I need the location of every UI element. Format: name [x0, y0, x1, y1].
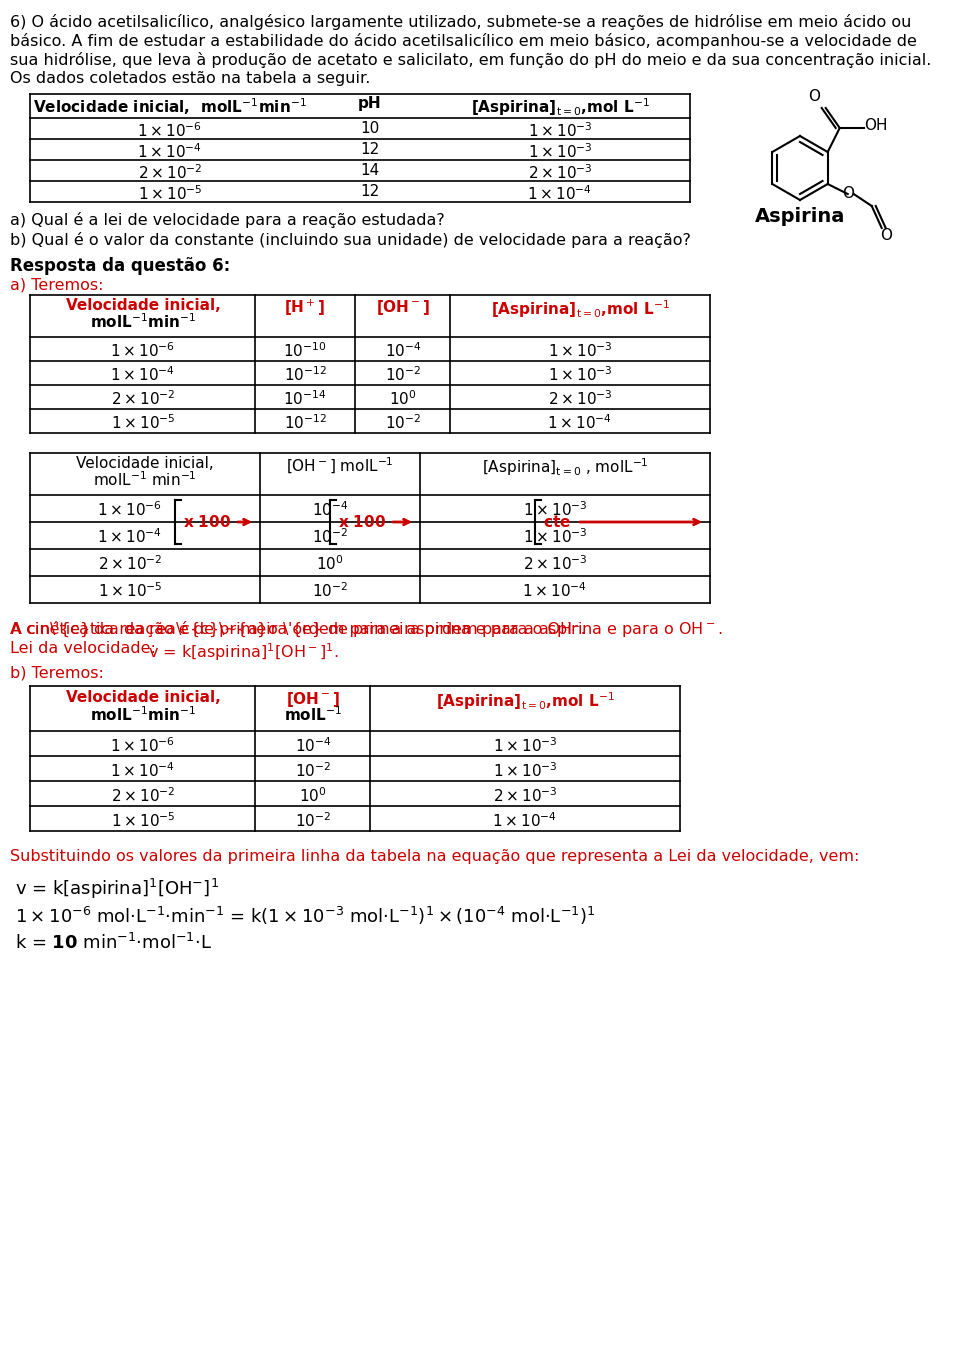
Text: [OH$^-$]: [OH$^-$]: [286, 690, 340, 709]
Text: sua hidrólise, que leva à produção de acetato e salicilato, em função do pH do m: sua hidrólise, que leva à produção de ac…: [10, 52, 931, 68]
Text: O: O: [879, 228, 892, 243]
Text: $1 \times 10^{-4}$: $1 \times 10^{-4}$: [98, 528, 162, 545]
Text: Resposta da questão 6:: Resposta da questão 6:: [10, 257, 230, 275]
Text: Substituindo os valores da primeira linha da tabela na equação que representa a : Substituindo os valores da primeira linh…: [10, 849, 859, 864]
Text: $10^{-2}$: $10^{-2}$: [385, 413, 421, 432]
Text: Velocidade inicial,: Velocidade inicial,: [65, 298, 221, 313]
Text: [OH$^-$] molL$^{-1}$: [OH$^-$] molL$^{-1}$: [286, 457, 394, 476]
Text: $1\times10^{-3}$: $1\times10^{-3}$: [547, 340, 612, 360]
Text: Velocidade inicial,: Velocidade inicial,: [76, 457, 214, 472]
Text: $1\times10^{-3}$: $1\times10^{-3}$: [547, 365, 612, 384]
Text: $1\times10^{-5}$: $1\times10^{-5}$: [110, 811, 176, 830]
Text: [OH$^-$]: [OH$^-$]: [376, 298, 430, 317]
Text: $\mathbf{x\ 100}$: $\mathbf{x\ 100}$: [338, 514, 386, 530]
Text: $2\times10^{-2}$: $2\times10^{-2}$: [137, 163, 203, 182]
Text: [Aspirina]$_{\rm t=0}$,mol L$^{-1}$: [Aspirina]$_{\rm t=0}$,mol L$^{-1}$: [470, 96, 649, 118]
Text: a) Qual é a lei de velocidade para a reação estudada?: a) Qual é a lei de velocidade para a rea…: [10, 212, 444, 228]
Text: $2\times10^{-3}$: $2\times10^{-3}$: [547, 390, 612, 407]
Text: Os dados coletados estão na tabela a seguir.: Os dados coletados estão na tabela a seg…: [10, 71, 371, 86]
Text: $1\times10^{-6}$: $1\times10^{-6}$: [110, 735, 176, 755]
Text: $1\times10^{-4}$: $1\times10^{-4}$: [547, 413, 612, 432]
Text: $2\times10^{-3}$: $2\times10^{-3}$: [492, 786, 558, 805]
Text: $2 \times 10^{-3}$: $2 \times 10^{-3}$: [522, 554, 588, 573]
Text: $10^{0}$: $10^{0}$: [389, 390, 417, 407]
Text: $1\times10^{-4}$: $1\times10^{-4}$: [137, 142, 203, 161]
Text: $1 \times 10^{-3}$: $1 \times 10^{-3}$: [522, 500, 588, 518]
Text: pH: pH: [358, 96, 382, 111]
Text: $10^{-14}$: $10^{-14}$: [283, 390, 326, 407]
Text: O: O: [842, 186, 853, 201]
Text: $1\times10^{-4}$: $1\times10^{-4}$: [110, 365, 176, 384]
Text: $2\times10^{-2}$: $2\times10^{-2}$: [110, 390, 176, 407]
Text: $2 \times 10^{-2}$: $2 \times 10^{-2}$: [98, 554, 162, 573]
Text: $1\times10^{-5}$: $1\times10^{-5}$: [137, 185, 203, 202]
Text: $1\times10^{-6}$ mol$\cdot$L$^{-1}$$\cdot$min$^{-1}$ = k($1\times10^{-3}$ mol$\c: $1\times10^{-6}$ mol$\cdot$L$^{-1}$$\cdo…: [15, 905, 595, 927]
Text: Lei da velocidade:: Lei da velocidade:: [10, 641, 166, 656]
Text: $10^{-12}$: $10^{-12}$: [283, 365, 326, 384]
Text: 10: 10: [360, 122, 379, 135]
Text: $1\times10^{-3}$: $1\times10^{-3}$: [528, 142, 592, 161]
Text: molL$^{-1}$ min$^{-1}$: molL$^{-1}$ min$^{-1}$: [93, 470, 197, 488]
Text: [Aspirina]$_{\rm t=0}$ , molL$^{-1}$: [Aspirina]$_{\rm t=0}$ , molL$^{-1}$: [482, 457, 648, 477]
Text: 6) O ácido acetilsalicílico, analgésico largamente utilizado, submete-se a reaçõ: 6) O ácido acetilsalicílico, analgésico …: [10, 14, 911, 30]
Text: $\mathbf{x\ 100}$: $\mathbf{x\ 100}$: [183, 514, 231, 530]
Text: $\mathbf{cte}$: $\mathbf{cte}$: [543, 514, 571, 530]
Text: $1\times10^{-6}$: $1\times10^{-6}$: [137, 122, 203, 139]
Text: molL$^{-1}$: molL$^{-1}$: [284, 705, 342, 723]
Text: $10^{0}$: $10^{0}$: [316, 554, 344, 573]
Text: $10^{0}$: $10^{0}$: [300, 786, 326, 805]
Text: $10^{-2}$: $10^{-2}$: [312, 528, 348, 545]
Text: Aspirina: Aspirina: [755, 206, 845, 226]
Text: $1\times10^{-4}$: $1\times10^{-4}$: [110, 761, 176, 779]
Text: $1\times10^{-6}$: $1\times10^{-6}$: [110, 340, 176, 360]
Text: básico. A fim de estudar a estabilidade do ácido acetilsalicílico em meio básico: básico. A fim de estudar a estabilidade …: [10, 33, 917, 49]
Text: molL$^{-1}$min$^{-1}$: molL$^{-1}$min$^{-1}$: [90, 312, 196, 331]
Text: $2\times10^{-3}$: $2\times10^{-3}$: [528, 163, 592, 182]
Text: A cinética da reação é de primeira ordem para a aspirina e para o OH⁻.: A cinética da reação é de primeira ordem…: [10, 621, 586, 637]
Text: $10^{-4}$: $10^{-4}$: [385, 340, 421, 360]
Text: $10^{-4}$: $10^{-4}$: [312, 500, 348, 518]
Text: $10^{-10}$: $10^{-10}$: [283, 340, 326, 360]
Text: Velocidade inicial,  molL$^{-1}$min$^{-1}$: Velocidade inicial, molL$^{-1}$min$^{-1}…: [33, 96, 307, 116]
Text: $10^{-12}$: $10^{-12}$: [283, 413, 326, 432]
Text: $1 \times 10^{-3}$: $1 \times 10^{-3}$: [522, 528, 588, 545]
Text: $10^{-2}$: $10^{-2}$: [295, 761, 331, 779]
Text: $1\times10^{-4}$: $1\times10^{-4}$: [527, 185, 592, 202]
Text: O: O: [807, 89, 820, 104]
Text: [Aspirina]$_{\rm t=0}$,mol L$^{-1}$: [Aspirina]$_{\rm t=0}$,mol L$^{-1}$: [436, 690, 614, 712]
Text: $10^{-2}$: $10^{-2}$: [385, 365, 421, 384]
Text: $1\times10^{-4}$: $1\times10^{-4}$: [492, 811, 558, 830]
Text: OH: OH: [864, 119, 887, 134]
Text: a) Teremos:: a) Teremos:: [10, 278, 104, 293]
Text: $1 \times 10^{-5}$: $1 \times 10^{-5}$: [98, 581, 162, 600]
Text: $1 \times 10^{-6}$: $1 \times 10^{-6}$: [98, 500, 162, 518]
Text: $10^{-2}$: $10^{-2}$: [295, 811, 331, 830]
Text: 14: 14: [360, 163, 379, 178]
Text: $1 \times 10^{-4}$: $1 \times 10^{-4}$: [522, 581, 588, 600]
Text: v = k[aspirina]$^1$[OH$^-$]$^1$.: v = k[aspirina]$^1$[OH$^-$]$^1$.: [148, 641, 339, 663]
Text: 12: 12: [360, 142, 379, 157]
Text: $10^{-4}$: $10^{-4}$: [295, 735, 331, 755]
Text: $1\times10^{-5}$: $1\times10^{-5}$: [110, 413, 176, 432]
Text: b) Qual é o valor da constante (incluindo sua unidade) de velocidade para a reaç: b) Qual é o valor da constante (incluind…: [10, 232, 691, 247]
Text: $1\times10^{-3}$: $1\times10^{-3}$: [492, 761, 558, 779]
Text: A cin\'{e}tica da rea\c{c}\~{a}o \'{e} de primeira ordem para a aspirina e para : A cin\'{e}tica da rea\c{c}\~{a}o \'{e} d…: [10, 621, 723, 640]
Text: $10^{-2}$: $10^{-2}$: [312, 581, 348, 600]
Text: [H$^+$]: [H$^+$]: [284, 298, 325, 319]
Text: $1\times10^{-3}$: $1\times10^{-3}$: [528, 122, 592, 139]
Text: $2\times10^{-2}$: $2\times10^{-2}$: [110, 786, 176, 805]
Text: Velocidade inicial,: Velocidade inicial,: [65, 690, 221, 705]
Text: v = k[aspirina]$^1$[OH$^{-}$]$^1$: v = k[aspirina]$^1$[OH$^{-}$]$^1$: [15, 878, 219, 901]
Text: 12: 12: [360, 185, 379, 200]
Text: $1\times10^{-3}$: $1\times10^{-3}$: [492, 735, 558, 755]
Text: molL$^{-1}$min$^{-1}$: molL$^{-1}$min$^{-1}$: [90, 705, 196, 723]
Text: b) Teremos:: b) Teremos:: [10, 666, 104, 681]
Text: [Aspirina]$_{\rm t=0}$,mol L$^{-1}$: [Aspirina]$_{\rm t=0}$,mol L$^{-1}$: [491, 298, 669, 320]
Text: k = $\mathbf{10}$ min$^{-1}$$\cdot$mol$^{-1}$$\cdot$L: k = $\mathbf{10}$ min$^{-1}$$\cdot$mol$^…: [15, 934, 212, 953]
